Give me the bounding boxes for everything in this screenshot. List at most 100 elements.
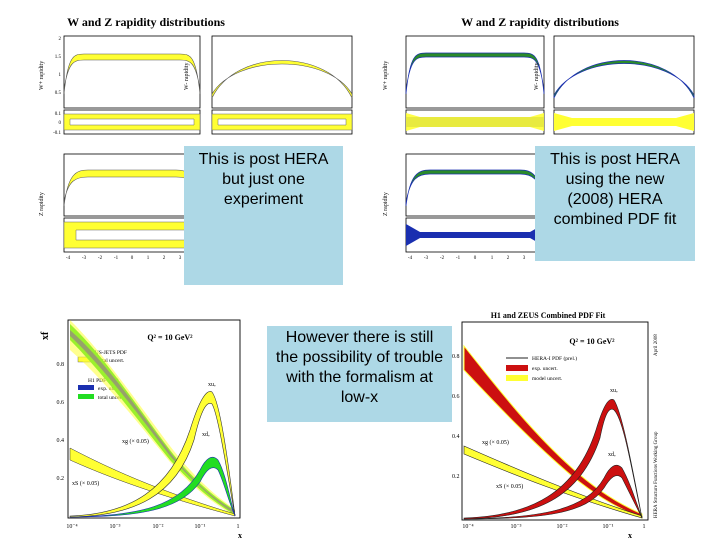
q2-label: Q² = 10 GeV² bbox=[569, 337, 615, 346]
x-axis-label: x bbox=[238, 531, 242, 540]
x-tick: 1 bbox=[643, 524, 646, 530]
x-ticks: 10⁻⁴ 10⁻³ 10⁻² 10⁻¹ 1 bbox=[66, 524, 239, 530]
legend-swatch-yellow bbox=[506, 375, 528, 381]
x-tick: 2 bbox=[507, 256, 510, 261]
y-tick: 1.5 bbox=[55, 55, 62, 60]
ratio-ticks: 0.1 0 -0.1 bbox=[53, 112, 61, 136]
ratio-tick: 0 bbox=[59, 121, 62, 126]
legend-label: model uncert. bbox=[532, 376, 563, 382]
x-ticks: -4 -3 -2 -1 0 1 2 3 4 bbox=[66, 256, 198, 261]
figure-title: H1 and ZEUS Combined PDF Fit bbox=[491, 311, 606, 320]
y-axis-label: xf bbox=[40, 331, 51, 340]
x-tick: 3 bbox=[179, 256, 182, 261]
gluon-band-yellow bbox=[70, 320, 235, 516]
ratio-band bbox=[554, 113, 694, 131]
pdf-figure-right: H1 and ZEUS Combined PDF Fit April 2008 … bbox=[452, 311, 659, 540]
x-tick: 10⁻⁴ bbox=[66, 524, 77, 530]
main-axes bbox=[211, 35, 353, 109]
x-ticks: 10⁻⁴ 10⁻³ 10⁻² 10⁻¹ 1 bbox=[462, 524, 645, 530]
x-ticks: -4 -3 -2 -1 0 1 2 3 4 bbox=[408, 256, 542, 261]
gluon-label: xg (× 0.05) bbox=[482, 439, 509, 446]
curve-labels: xuᵥ xdᵥ xg (× 0.05) xS (× 0.05) bbox=[72, 382, 216, 487]
y-axis-label: W+ rapidity bbox=[39, 61, 45, 90]
sea-label: xS (× 0.05) bbox=[496, 483, 523, 490]
legend: HERA-I PDF (prel.) exp. uncert. model un… bbox=[506, 355, 577, 382]
callout-right: This is post HERA using the new (2008) H… bbox=[535, 146, 695, 261]
x-tick: -4 bbox=[66, 256, 71, 261]
uv-label: xuᵥ bbox=[610, 388, 618, 394]
ratio-tick: -0.1 bbox=[53, 131, 61, 136]
ratio-band bbox=[63, 113, 201, 131]
w-minus-band bbox=[553, 60, 695, 99]
main-axes bbox=[405, 153, 545, 217]
y-tick: 0.5 bbox=[55, 91, 62, 96]
uv-label: xuᵥ bbox=[208, 382, 216, 388]
x-tick: 10⁻¹ bbox=[603, 524, 614, 530]
x-tick: -2 bbox=[98, 256, 103, 261]
ratio-band bbox=[63, 221, 201, 249]
legend-label: exp. uncert. bbox=[532, 366, 558, 372]
x-tick: -4 bbox=[408, 256, 413, 261]
x-axis-label: x bbox=[628, 531, 632, 540]
legend-swatch-blue bbox=[78, 385, 94, 390]
x-tick: 0 bbox=[474, 256, 477, 261]
x-tick: 1 bbox=[491, 256, 494, 261]
plot-axes bbox=[67, 319, 241, 519]
main-axes bbox=[405, 35, 545, 109]
side-label: HERA Structure Functions Working Group bbox=[654, 431, 659, 518]
rapidity-figure-right: W and Z rapidity distributions W+ rapidi… bbox=[383, 15, 695, 261]
x-tick: 1 bbox=[147, 256, 150, 261]
x-tick: 10⁻⁴ bbox=[462, 524, 473, 530]
pdf-figure-left: xf Q² = 10 GeV² ZEUS-JETS PDF total unce… bbox=[40, 319, 242, 540]
curve-labels: xuᵥ xdᵥ xg (× 0.05) xS (× 0.05) bbox=[482, 388, 618, 490]
x-tick: 2 bbox=[163, 256, 166, 261]
x-tick: 10⁻² bbox=[153, 524, 164, 530]
y-ticks: 0.8 0.6 0.4 0.2 bbox=[57, 362, 65, 482]
legend-swatch-green bbox=[78, 394, 94, 399]
y-axis-label: Z rapidity bbox=[39, 192, 45, 216]
y-tick: 1 bbox=[59, 73, 62, 78]
w-plus-band bbox=[405, 52, 545, 95]
panel-z: Z rapidity -4 -3 -2 -1 0 1 2 3 4 bbox=[383, 153, 545, 261]
date-label: April 2008 bbox=[654, 334, 659, 356]
x-tick: -3 bbox=[82, 256, 87, 261]
panel-w-minus: W- rapidity bbox=[184, 35, 353, 135]
legend-label: total uncert. bbox=[98, 358, 125, 364]
x-tick: 10⁻¹ bbox=[195, 524, 206, 530]
y-tick: 0.8 bbox=[57, 362, 65, 368]
plot-axes bbox=[461, 321, 649, 521]
ratio-band bbox=[211, 113, 353, 131]
y-tick: 0.6 bbox=[452, 394, 460, 400]
ratio-band-outer bbox=[406, 113, 544, 131]
ratio-band bbox=[406, 224, 544, 246]
legend-label: HERA-I PDF (prel.) bbox=[532, 355, 577, 362]
panel-w-plus: W+ rapidity bbox=[383, 35, 545, 135]
main-axes bbox=[63, 153, 201, 217]
callout-center: However there is still the possibility o… bbox=[267, 326, 452, 422]
y-tick: 2 bbox=[59, 37, 62, 42]
panel-z: Z rapidity -4 -3 -2 -1 0 1 2 3 4 bbox=[39, 153, 201, 261]
z-band bbox=[405, 169, 545, 207]
y-tick: 0.2 bbox=[452, 474, 460, 480]
panel-w-minus: W- rapidity bbox=[534, 35, 695, 135]
ratio-axes bbox=[211, 109, 353, 135]
y-tick: 0.4 bbox=[57, 438, 65, 444]
y-tick: 0.6 bbox=[57, 400, 65, 406]
gluon-label: xg (× 0.05) bbox=[122, 438, 149, 445]
x-tick: 10⁻³ bbox=[511, 524, 522, 530]
x-tick: -1 bbox=[456, 256, 461, 261]
x-tick: 10⁻² bbox=[557, 524, 568, 530]
y-tick: 0.8 bbox=[452, 354, 460, 360]
gluon-band bbox=[463, 344, 643, 519]
main-axes bbox=[63, 35, 201, 109]
ratio-tick: 0.1 bbox=[55, 112, 62, 117]
x-tick: -3 bbox=[424, 256, 429, 261]
q2-label: Q² = 10 GeV² bbox=[147, 333, 193, 342]
x-tick: 1 bbox=[237, 524, 240, 530]
x-tick: 10⁻³ bbox=[110, 524, 121, 530]
legend-swatch-red bbox=[506, 365, 528, 371]
y-tick: 0.4 bbox=[452, 434, 460, 440]
legend-head: ZEUS-JETS PDF bbox=[88, 350, 127, 356]
w-plus-band bbox=[63, 53, 201, 95]
